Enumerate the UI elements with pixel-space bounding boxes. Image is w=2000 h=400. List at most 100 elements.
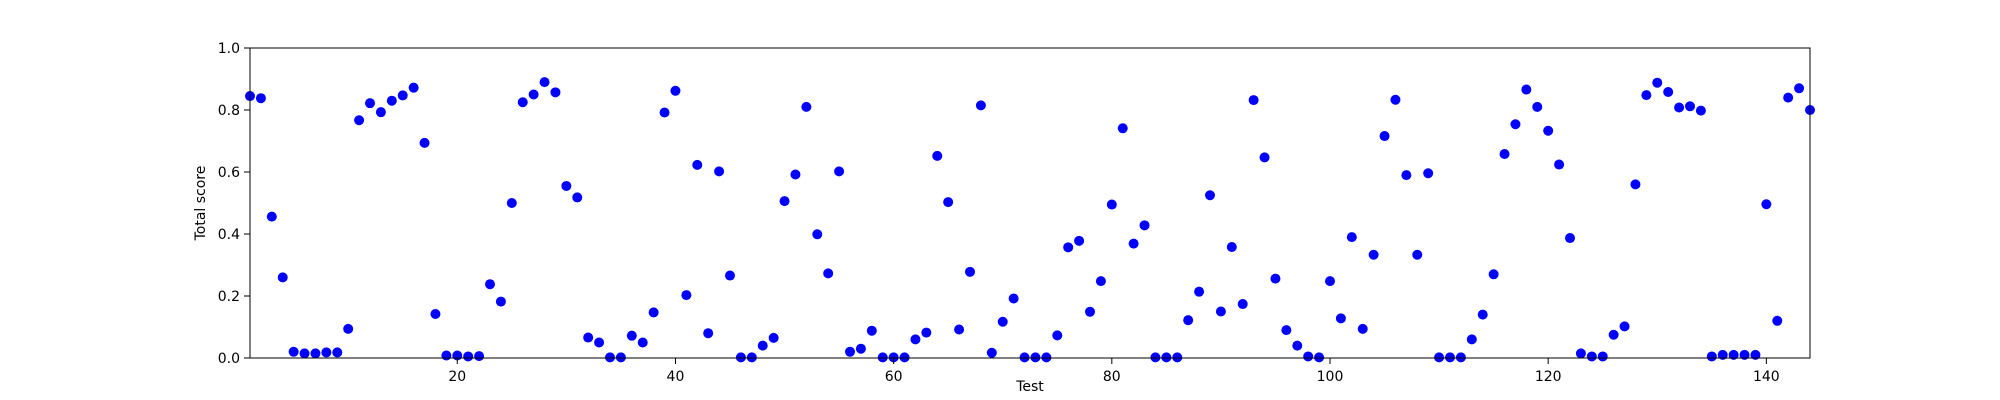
y-tick-label: 0.2 [218,289,240,305]
data-point [1314,352,1325,363]
data-point [528,89,539,100]
data-point [1565,233,1575,244]
data-point [1194,286,1205,297]
data-point [288,346,299,357]
data-point [801,101,812,112]
data-point [1521,84,1532,95]
data-point [1205,190,1215,201]
data-point [1630,179,1641,190]
x-tick-label: 20 [448,369,466,385]
data-point [855,343,866,354]
data-point [332,347,343,358]
data-point [572,192,583,203]
data-point [1423,168,1434,179]
data-point [1608,329,1619,340]
data-point [1346,232,1357,243]
data-points [245,77,1815,363]
data-point [1597,351,1608,362]
data-point [681,290,692,301]
data-point [495,296,506,307]
data-point [1215,306,1226,317]
data-point [954,324,965,335]
data-point [1466,334,1477,345]
data-point [768,332,779,343]
x-tick-label: 40 [667,369,685,385]
data-point [735,352,746,363]
data-point [834,166,845,177]
data-point [506,198,517,208]
data-point [1794,83,1805,94]
data-point [310,348,321,359]
data-point [1095,276,1106,287]
data-point [1008,293,1019,304]
data-point [1357,323,1368,334]
data-point [343,323,354,334]
y-tick-label: 1.0 [218,41,240,57]
data-point [1532,101,1543,112]
data-point [1619,321,1630,332]
data-point [397,90,408,101]
y-tick-label: 0.8 [218,103,240,119]
data-point [1303,351,1314,362]
data-point [1074,235,1085,246]
data-point [1739,349,1750,360]
data-point [1783,92,1794,103]
data-point [888,352,899,363]
x-tick-label: 120 [1535,369,1562,385]
data-point [1368,249,1379,260]
data-point [1259,152,1270,163]
data-point [1750,349,1761,360]
data-point [1063,242,1074,253]
data-point [1183,315,1194,326]
data-point [1728,349,1739,360]
data-point [354,115,365,126]
data-point [517,97,528,108]
x-tick-label: 60 [885,369,903,385]
data-point [1325,276,1335,287]
data-point [1717,349,1728,360]
data-point [921,327,932,338]
data-point [1041,352,1052,363]
data-point [1390,94,1401,105]
data-point [1499,149,1510,160]
data-point [1477,309,1488,320]
data-point [1117,123,1128,134]
data-point [1281,325,1292,336]
data-point [1772,315,1783,326]
data-point [1106,199,1117,210]
data-point [1434,352,1445,363]
data-point [1248,95,1259,106]
data-point [899,352,910,363]
data-point [1128,238,1139,249]
data-point [1488,269,1499,280]
y-tick-label: 0.6 [218,165,240,181]
data-point [866,325,877,336]
data-point [277,272,288,283]
y-tick-label: 0.4 [218,227,240,243]
data-point [746,352,757,363]
data-point [779,196,790,207]
data-point [714,166,725,177]
data-point [659,107,670,118]
data-point [1139,220,1150,231]
data-point [441,350,452,361]
data-point [757,340,768,351]
data-point [1663,87,1674,98]
data-point [1150,352,1161,363]
data-point [550,87,561,98]
data-point [1695,105,1706,116]
data-point [975,100,986,111]
data-point [375,107,386,118]
data-point [463,351,474,362]
data-point [299,348,310,359]
data-point [1641,90,1652,101]
data-point [408,82,419,93]
data-point [670,85,681,96]
data-point [1030,352,1041,363]
plot-frame [249,47,1811,359]
data-point [561,180,572,191]
data-point [648,307,659,318]
data-point [932,150,943,161]
data-point [321,347,332,358]
